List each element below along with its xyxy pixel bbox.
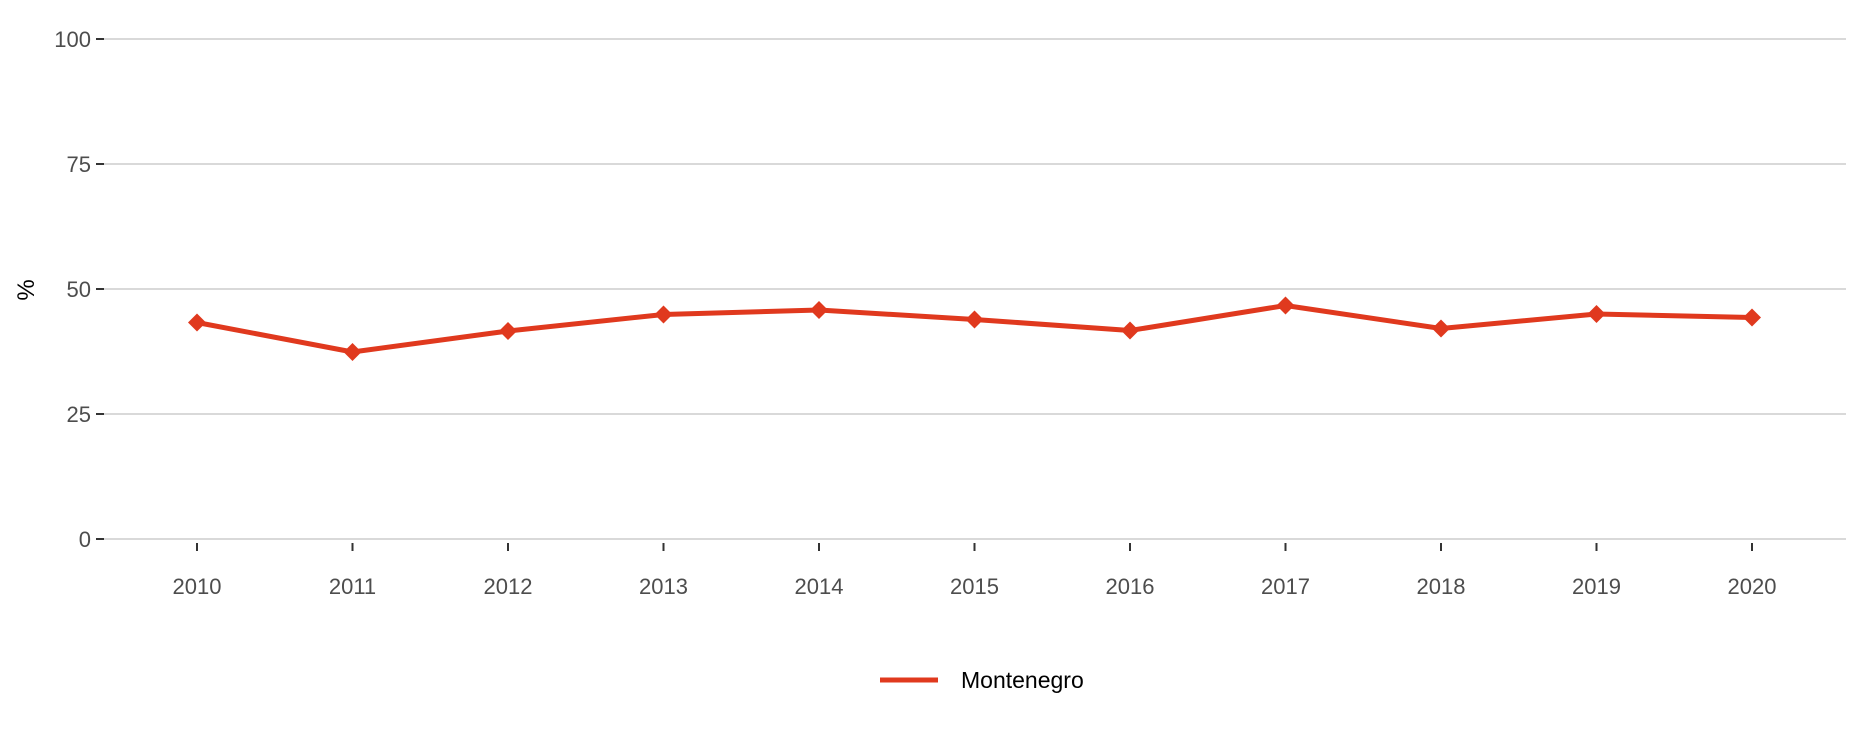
y-axis: 0 25 50 75 100 (54, 27, 104, 552)
data-point-2016 (1121, 321, 1139, 340)
data-point-2013 (654, 305, 673, 324)
data-point-2018 (1432, 319, 1450, 338)
y-tick-label: 25 (67, 402, 91, 427)
grid-lines (104, 38, 1846, 540)
x-tick-label: 2015 (950, 574, 999, 599)
x-tick-label: 2019 (1572, 574, 1621, 599)
y-tick-label: 75 (67, 152, 91, 177)
data-point-2017 (1276, 296, 1295, 315)
y-tick-label: 50 (67, 277, 91, 302)
y-axis-title: % (13, 279, 40, 300)
y-tick-label: 100 (54, 27, 91, 52)
x-tick-label: 2016 (1106, 574, 1155, 599)
data-point-2014 (810, 301, 828, 319)
y-tick-label: 0 (79, 527, 91, 552)
data-point-2020 (1743, 308, 1761, 327)
legend-label: Montenegro (961, 667, 1084, 693)
x-tick-label: 2017 (1261, 574, 1310, 599)
data-point-2015 (965, 310, 984, 329)
x-tick-label: 2020 (1728, 574, 1777, 599)
x-tick-label: 2011 (329, 574, 376, 599)
data-point-2012 (499, 322, 517, 340)
x-tick-label: 2013 (639, 574, 688, 599)
data-point-2011 (343, 343, 362, 361)
x-tick-label: 2010 (173, 574, 222, 599)
x-tick-label: 2014 (795, 574, 844, 599)
x-tick-label: 2012 (484, 574, 533, 599)
x-axis: 2010 2011 2012 2013 2014 2015 2016 2017 2018 2019… (173, 543, 1777, 599)
legend: Montenegro (880, 667, 1084, 693)
data-point-2010 (188, 313, 206, 332)
x-tick-label: 2018 (1417, 574, 1466, 599)
series-layer (188, 296, 1761, 361)
data-point-2019 (1587, 305, 1606, 323)
